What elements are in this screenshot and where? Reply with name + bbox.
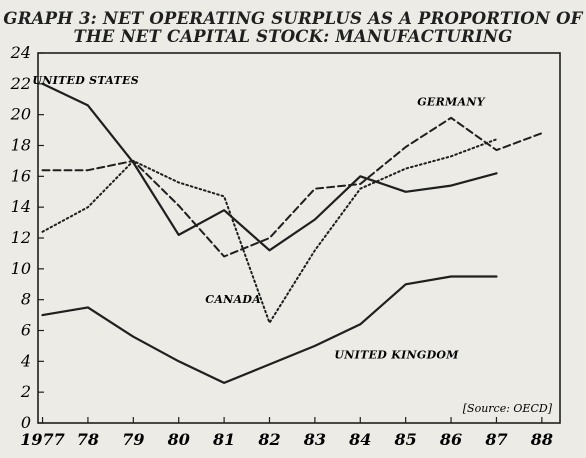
y-tick-label: 22 bbox=[10, 74, 31, 93]
chart-title: GRAPH 3: NET OPERATING SURPLUS AS A PROP… bbox=[3, 9, 583, 28]
x-tick-label: 87 bbox=[484, 430, 507, 449]
y-tick-label: 8 bbox=[21, 290, 31, 309]
x-tick-label: 83 bbox=[303, 430, 326, 449]
series-label-germany: GERMANY bbox=[417, 95, 485, 108]
series-line-united-states bbox=[41, 82, 498, 252]
y-tick-label: 4 bbox=[20, 351, 31, 370]
y-tick-label: 24 bbox=[10, 43, 31, 62]
y-tick-label: 2 bbox=[20, 382, 31, 401]
series-line-germany bbox=[41, 116, 543, 258]
x-tick-label: 78 bbox=[77, 430, 99, 449]
x-tick-label: 88 bbox=[530, 430, 553, 449]
y-tick-label: 20 bbox=[10, 105, 31, 124]
y-tick-label: 14 bbox=[11, 197, 31, 216]
y-tick-label: 12 bbox=[11, 228, 31, 247]
x-tick-label: 85 bbox=[394, 430, 417, 449]
x-tick-label: 81 bbox=[212, 430, 235, 449]
x-tick-label: 1977 bbox=[20, 430, 65, 449]
series-line-united-kingdom bbox=[41, 275, 498, 384]
x-tick-label: 84 bbox=[348, 430, 371, 449]
source-note: [Source: OECD] bbox=[463, 402, 553, 415]
x-tick-label: 86 bbox=[439, 430, 462, 449]
x-tick-label: 79 bbox=[122, 430, 144, 449]
series-line-canada bbox=[41, 138, 498, 324]
y-tick-label: 0 bbox=[21, 413, 31, 432]
y-tick-label: 10 bbox=[11, 259, 31, 278]
series-label-united-kingdom: UNITED KINGDOM bbox=[334, 348, 459, 361]
chart-subtitle: THE NET CAPITAL STOCK: MANUFACTURING bbox=[73, 27, 513, 46]
x-tick-label: 80 bbox=[167, 430, 190, 449]
plot-frame bbox=[37, 52, 561, 424]
y-tick-label: 18 bbox=[11, 136, 31, 155]
y-tick-label: 6 bbox=[21, 321, 31, 340]
y-tick-label: 16 bbox=[11, 166, 31, 185]
series-label-canada: CANADA bbox=[205, 293, 261, 306]
x-tick-label: 82 bbox=[257, 430, 280, 449]
series-label-united-states: UNITED STATES bbox=[32, 74, 139, 87]
